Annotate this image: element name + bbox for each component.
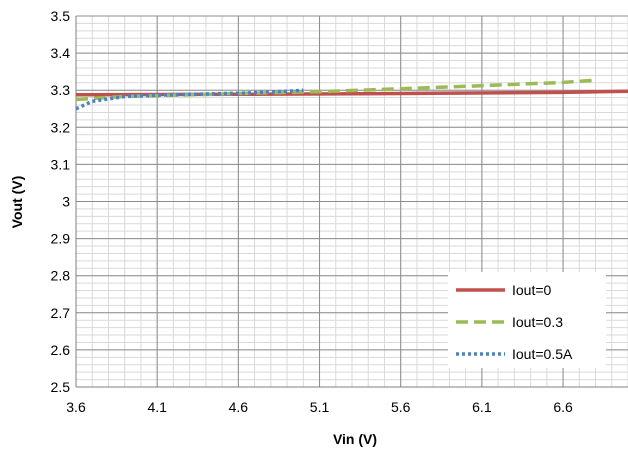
y-tick-label: 3.3 <box>51 82 71 98</box>
x-tick-label: 6.1 <box>472 399 492 415</box>
legend-label-3: Iout=0.5A <box>512 346 573 362</box>
y-axis-title: Vout (V) <box>9 176 25 229</box>
y-tick-label: 2.8 <box>51 268 71 284</box>
legend-label-1: Iout=0 <box>512 282 552 298</box>
legend-label-2: Iout=0.3 <box>512 314 563 330</box>
x-tick-label: 5.6 <box>391 399 411 415</box>
y-tick-label: 3.2 <box>51 119 71 135</box>
x-tick-label: 5.1 <box>310 399 330 415</box>
legend: Iout=0 Iout=0.3 Iout=0.5A <box>448 272 606 368</box>
x-axis-title: Vin (V) <box>333 431 377 447</box>
y-tick-label: 3.1 <box>51 156 71 172</box>
x-tick-label: 3.6 <box>66 399 86 415</box>
x-tick-label: 4.6 <box>229 399 249 415</box>
y-tick-label: 2.5 <box>51 379 71 395</box>
grid-layer <box>75 15 628 388</box>
series-line-2 <box>75 78 596 102</box>
x-tick-label: 4.1 <box>147 399 167 415</box>
legend-items: Iout=0 Iout=0.3 Iout=0.5A <box>456 282 573 362</box>
y-tick-label: 3.5 <box>51 8 71 24</box>
y-tick-label: 2.6 <box>51 342 71 358</box>
tick-layer: 2.5 2.6 2.7 2.8 2.9 3 3.1 3.2 3.3 3.4 3.5 3.6 4.1 4.6… <box>51 8 573 415</box>
series-layer <box>75 78 628 111</box>
y-tick-label: 3 <box>62 194 70 210</box>
y-tick-label: 2.7 <box>51 305 71 321</box>
y-tick-label: 2.9 <box>51 231 71 247</box>
x-tick-label: 6.6 <box>553 399 573 415</box>
legend-box <box>448 272 606 368</box>
y-tick-label: 3.4 <box>51 45 71 61</box>
